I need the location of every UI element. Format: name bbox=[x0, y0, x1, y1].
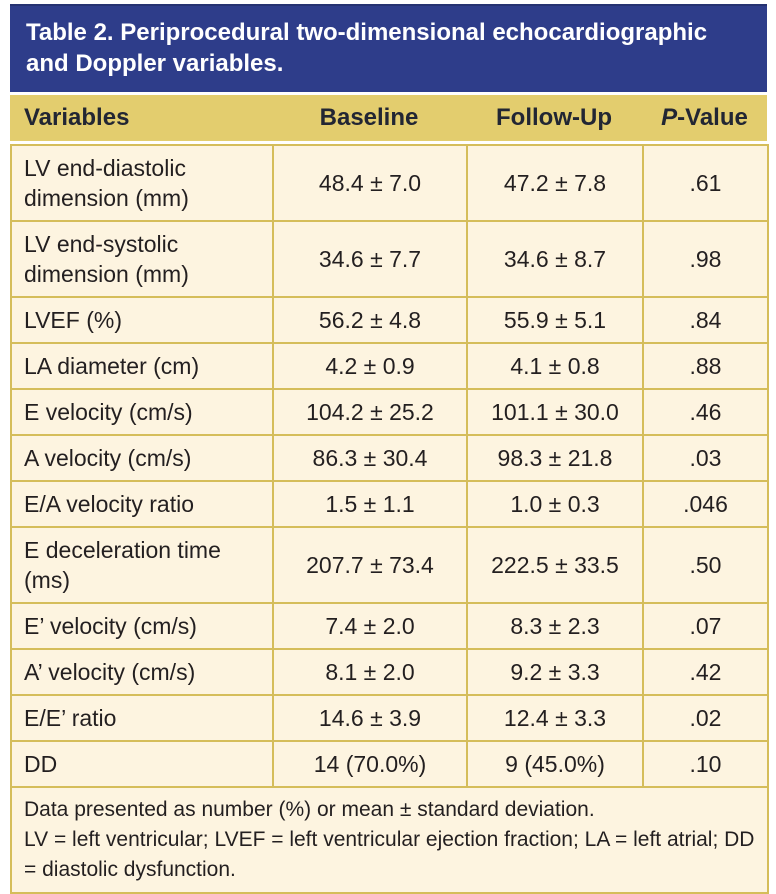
cell-baseline: 14 (70.0%) bbox=[272, 740, 468, 788]
cell-variable: LV end-diastolic dimension (mm) bbox=[10, 144, 274, 222]
cell-followup: 98.3 ± 21.8 bbox=[466, 434, 644, 482]
cell-baseline: 207.7 ± 73.4 bbox=[272, 526, 468, 604]
cell-pvalue: .03 bbox=[642, 434, 769, 482]
cell-followup: 12.4 ± 3.3 bbox=[466, 694, 644, 742]
column-header-baseline: Baseline bbox=[319, 104, 419, 131]
cell-baseline: 34.6 ± 7.7 bbox=[272, 220, 468, 298]
column-header-followup: Follow-Up bbox=[496, 104, 612, 131]
cell-pvalue: .46 bbox=[642, 388, 769, 436]
footnote-line-2: LV = left ventricular; LVEF = left ventr… bbox=[24, 828, 755, 881]
table-title-banner: Table 2. Periprocedural two-dimensional … bbox=[10, 4, 767, 92]
cell-baseline: 14.6 ± 3.9 bbox=[272, 694, 468, 742]
table-row: LV end-systolic dimension (mm) 34.6 ± 7.… bbox=[10, 220, 769, 298]
table-row: LVEF (%) 56.2 ± 4.8 55.9 ± 5.1 .84 bbox=[10, 296, 769, 344]
cell-pvalue: .10 bbox=[642, 740, 769, 788]
table-row: A’ velocity (cm/s) 8.1 ± 2.0 9.2 ± 3.3 .… bbox=[10, 648, 769, 696]
cell-baseline: 104.2 ± 25.2 bbox=[272, 388, 468, 436]
cell-baseline: 7.4 ± 2.0 bbox=[272, 602, 468, 650]
table-row: DD 14 (70.0%) 9 (45.0%) .10 bbox=[10, 740, 769, 788]
cell-pvalue: .42 bbox=[642, 648, 769, 696]
cell-pvalue: .84 bbox=[642, 296, 769, 344]
table-row: E/E’ ratio 14.6 ± 3.9 12.4 ± 3.3 .02 bbox=[10, 694, 769, 742]
table-row: E’ velocity (cm/s) 7.4 ± 2.0 8.3 ± 2.3 .… bbox=[10, 602, 769, 650]
footnote-row: Data presented as number (%) or mean ± s… bbox=[10, 786, 769, 894]
table-row: E deceleration time (ms) 207.7 ± 73.4 22… bbox=[10, 526, 769, 604]
cell-pvalue: .046 bbox=[642, 480, 769, 528]
cell-variable: DD bbox=[10, 740, 274, 788]
cell-followup: 9 (45.0%) bbox=[466, 740, 644, 788]
pvalue-italic-p: P bbox=[661, 104, 678, 131]
cell-followup: 101.1 ± 30.0 bbox=[466, 388, 644, 436]
cell-baseline: 8.1 ± 2.0 bbox=[272, 648, 468, 696]
cell-followup: 34.6 ± 8.7 bbox=[466, 220, 644, 298]
pvalue-rest: -Value bbox=[677, 104, 748, 131]
cell-baseline: 86.3 ± 30.4 bbox=[272, 434, 468, 482]
cell-variable: E/E’ ratio bbox=[10, 694, 274, 742]
cell-variable: A’ velocity (cm/s) bbox=[10, 648, 274, 696]
cell-variable: E deceleration time (ms) bbox=[10, 526, 274, 604]
cell-followup: 47.2 ± 7.8 bbox=[466, 144, 644, 222]
column-header-variables: Variables bbox=[24, 104, 130, 131]
cell-variable: E’ velocity (cm/s) bbox=[10, 602, 274, 650]
footnote-cell: Data presented as number (%) or mean ± s… bbox=[10, 786, 769, 894]
cell-baseline: 48.4 ± 7.0 bbox=[272, 144, 468, 222]
cell-variable: LVEF (%) bbox=[10, 296, 274, 344]
table-row: LA diameter (cm) 4.2 ± 0.9 4.1 ± 0.8 .88 bbox=[10, 342, 769, 390]
cell-followup: 8.3 ± 2.3 bbox=[466, 602, 644, 650]
data-table: LV end-diastolic dimension (mm) 48.4 ± 7… bbox=[10, 144, 769, 894]
cell-variable: LV end-systolic dimension (mm) bbox=[10, 220, 274, 298]
table-row: E velocity (cm/s) 104.2 ± 25.2 101.1 ± 3… bbox=[10, 388, 769, 436]
table-row: A velocity (cm/s) 86.3 ± 30.4 98.3 ± 21.… bbox=[10, 434, 769, 482]
table-title-line-1: Table 2. Periprocedural two-dimensional … bbox=[26, 19, 708, 46]
column-header-pvalue: P-Value bbox=[642, 104, 767, 132]
cell-pvalue: .98 bbox=[642, 220, 769, 298]
cell-pvalue: .07 bbox=[642, 602, 769, 650]
cell-pvalue: .61 bbox=[642, 144, 769, 222]
cell-followup: 9.2 ± 3.3 bbox=[466, 648, 644, 696]
cell-baseline: 56.2 ± 4.8 bbox=[272, 296, 468, 344]
cell-variable: E velocity (cm/s) bbox=[10, 388, 274, 436]
cell-pvalue: .02 bbox=[642, 694, 769, 742]
cell-followup: 4.1 ± 0.8 bbox=[466, 342, 644, 390]
footnote-line-1: Data presented as number (%) or mean ± s… bbox=[24, 798, 595, 821]
cell-variable: E/A velocity ratio bbox=[10, 480, 274, 528]
cell-baseline: 4.2 ± 0.9 bbox=[272, 342, 468, 390]
cell-pvalue: .50 bbox=[642, 526, 769, 604]
cell-followup: 55.9 ± 5.1 bbox=[466, 296, 644, 344]
table-row: E/A velocity ratio 1.5 ± 1.1 1.0 ± 0.3 .… bbox=[10, 480, 769, 528]
cell-followup: 222.5 ± 33.5 bbox=[466, 526, 644, 604]
cell-variable: A velocity (cm/s) bbox=[10, 434, 274, 482]
cell-pvalue: .88 bbox=[642, 342, 769, 390]
cell-baseline: 1.5 ± 1.1 bbox=[272, 480, 468, 528]
table-row: LV end-diastolic dimension (mm) 48.4 ± 7… bbox=[10, 144, 769, 222]
cell-variable: LA diameter (cm) bbox=[10, 342, 274, 390]
column-header-row: Variables Baseline Follow-Up P-Value bbox=[10, 95, 767, 141]
table-title-line-2: and Doppler variables. bbox=[26, 50, 284, 77]
cell-followup: 1.0 ± 0.3 bbox=[466, 480, 644, 528]
